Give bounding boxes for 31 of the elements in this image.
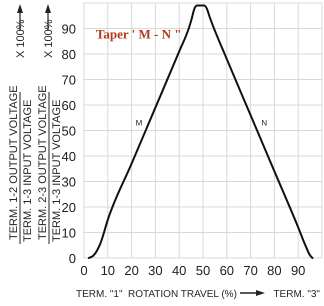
x-tick-label: 40 bbox=[172, 263, 186, 278]
text: TERM. 1-3 INPUT VOLTAGE bbox=[22, 100, 34, 242]
x-tick-label: 60 bbox=[220, 263, 234, 278]
y-tick-label: 50 bbox=[62, 124, 76, 138]
annotation: M bbox=[136, 118, 143, 128]
text: TERM. "3" bbox=[273, 289, 320, 300]
y-tick-label: 70 bbox=[62, 72, 76, 88]
y-tick-label: 20 bbox=[62, 200, 76, 215]
text: TERM. 2-3 OUTPUT VOLTAGE bbox=[37, 85, 49, 240]
y-tick-label: 80 bbox=[62, 47, 76, 62]
text: Taper ' M - N " bbox=[96, 26, 182, 42]
x-tick-label: 70 bbox=[243, 263, 258, 278]
x-tick-label: 20 bbox=[124, 263, 139, 278]
y-tick-label: 40 bbox=[62, 149, 76, 164]
y-tick-label: 60 bbox=[62, 98, 76, 113]
x-tick-label: 80 bbox=[267, 263, 282, 278]
y-tick-label: 30 bbox=[62, 174, 76, 190]
annotation: N bbox=[261, 118, 268, 128]
line-series bbox=[88, 4, 314, 259]
text: TERM. "1" bbox=[76, 289, 123, 300]
x-axis-title: ROTATION TRAVEL (%) bbox=[128, 289, 237, 300]
text: TERM. 1-3 INPUT VOLTAGE bbox=[51, 100, 63, 242]
y-tick-label: 10 bbox=[62, 226, 76, 240]
text: TERM. 1-2 OUTPUT VOLTAGE bbox=[8, 85, 20, 240]
x-tick-label: 30 bbox=[148, 263, 163, 278]
x-tick-label: 90 bbox=[290, 263, 306, 278]
y-tick-label: 90 bbox=[62, 22, 76, 36]
x-tick-label: 0 bbox=[80, 263, 88, 278]
y-tick-label: 0 bbox=[68, 251, 76, 266]
x-tick-label: 10 bbox=[100, 263, 116, 278]
x-tick-label: 50 bbox=[196, 263, 210, 278]
